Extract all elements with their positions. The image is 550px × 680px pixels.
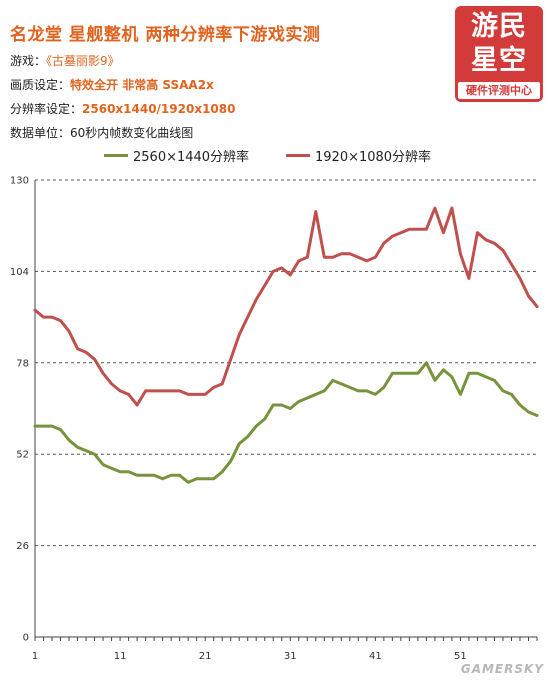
legend-label-series-1: 2560×1440分辨率 [133,150,250,165]
logo-line-1: 游民 [471,11,527,42]
y-tick-label: 52 [16,450,29,461]
logo-line-2: 星空 [471,45,527,76]
legend-swatch-series-1 [104,154,128,157]
y-tick-label: 78 [16,358,29,369]
x-tick-label: 51 [454,651,467,662]
page-title: 名龙堂 星舰整机 两种分辨率下游戏实测 [10,25,321,45]
x-tick-label: 21 [199,651,212,662]
x-tick-label: 31 [284,651,297,662]
series-line-1 [33,361,539,484]
game-label: 游戏： [10,54,47,68]
quality-info: 画质设定：特效全开 非常高 SSAA2x [10,76,214,93]
y-tick-label: 26 [16,541,29,552]
resolution-value: 2560x1440/1920x1080 [82,102,236,116]
x-tick-label: 11 [114,651,127,662]
legend-item-series-2: 1920×1080分辨率 [286,146,431,165]
x-tick-label: 1 [32,651,38,662]
resolution-info: 分辨率设定：2560x1440/1920x1080 [10,100,235,117]
watermark: GAMERSKY [460,662,544,676]
quality-label: 画质设定： [10,78,71,92]
legend-label-series-2: 1920×1080分辨率 [315,150,432,165]
y-tick-label: 130 [10,176,29,187]
unit-info: 数据单位：60秒内帧数变化曲线图 [10,126,194,140]
series-line-2 [33,206,539,407]
game-info: 游戏：《古墓丽影9》 [10,52,120,69]
quality-value: 特效全开 非常高 SSAA2x [70,78,214,92]
y-tick-label: 0 [23,633,29,644]
y-tick-label: 104 [10,267,29,278]
game-value: 《古墓丽影9》 [46,54,120,68]
chart-legend: 2560×1440分辨率 1920×1080分辨率 [0,146,550,170]
gamersky-logo: 游民 星空 硬件评测中心 [455,6,543,102]
legend-swatch-series-2 [286,154,310,157]
resolution-label: 分辨率设定： [10,102,83,116]
legend-item-series-1: 2560×1440分辨率 [104,146,249,165]
x-tick-label: 41 [369,651,382,662]
logo-subtitle: 硬件评测中心 [458,82,540,99]
